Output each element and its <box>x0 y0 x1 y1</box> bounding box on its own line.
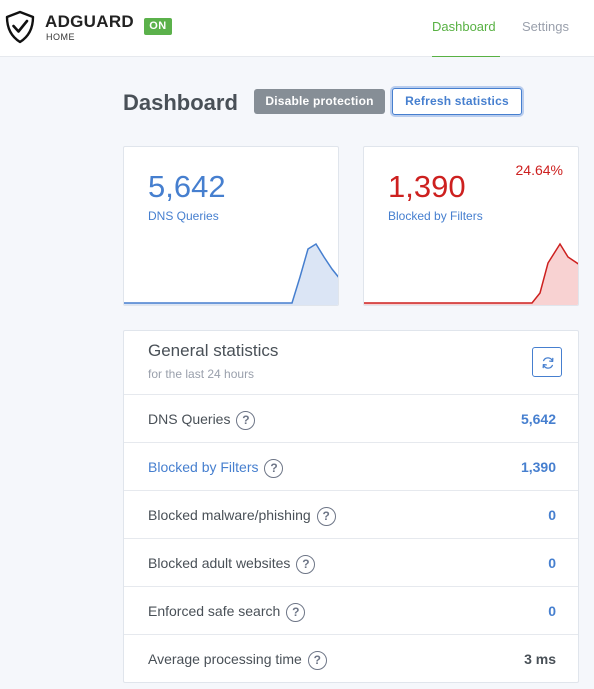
stat-label-text: Average processing time <box>148 651 302 667</box>
adguard-logo-icon[interactable] <box>4 10 36 44</box>
stat-label-text: DNS Queries <box>148 411 231 427</box>
help-icon[interactable]: ? <box>286 602 306 622</box>
stat-label: Blocked malware/phishing? <box>148 506 336 526</box>
general-statistics-subtitle: for the last 24 hours <box>148 367 255 381</box>
stat-row-safe-search: Enforced safe search? 0 <box>124 586 578 634</box>
dns-queries-sparkline <box>124 242 338 305</box>
blocked-percentage: 24.64% <box>515 162 563 178</box>
status-badge: ON <box>144 18 172 35</box>
refresh-statistics-button[interactable]: Refresh statistics <box>392 88 522 115</box>
stat-value: 0 <box>548 555 556 571</box>
stat-row-blocked-filters: Blocked by Filters? 1,390 <box>124 442 578 490</box>
stat-label: Blocked adult websites? <box>148 554 316 574</box>
dns-queries-card: 5,642 DNS Queries <box>123 146 339 306</box>
help-icon[interactable]: ? <box>316 506 336 526</box>
brand-subtitle: HOME <box>46 32 75 42</box>
blocked-filters-label: Blocked by Filters <box>388 209 483 223</box>
stat-row-dns-queries: DNS Queries? 5,642 <box>124 394 578 442</box>
stat-label: Blocked by Filters? <box>148 458 284 478</box>
stat-label: DNS Queries? <box>148 410 256 430</box>
stat-row-avg-processing-time: Average processing time? 3 ms <box>124 634 578 682</box>
top-header: ADGUARD HOME ON Dashboard Settings <box>0 0 594 57</box>
stat-label-text: Blocked malware/phishing <box>148 507 311 523</box>
stat-value: 1,390 <box>520 459 556 475</box>
help-icon[interactable]: ? <box>236 410 256 430</box>
stat-label-text: Blocked adult websites <box>148 555 291 571</box>
stat-value: 0 <box>548 603 556 619</box>
stat-row-blocked-adult: Blocked adult websites? 0 <box>124 538 578 586</box>
general-statistics-card: General statistics for the last 24 hours… <box>123 330 579 683</box>
dns-queries-label: DNS Queries <box>148 209 219 223</box>
stat-label-text: Enforced safe search <box>148 603 281 619</box>
page-title: Dashboard <box>123 90 238 115</box>
stat-label: Enforced safe search? <box>148 602 306 622</box>
general-statistics-title: General statistics <box>148 341 279 360</box>
help-icon[interactable]: ? <box>307 650 327 670</box>
blocked-filters-card: 1,390 Blocked by Filters 24.64% <box>363 146 579 306</box>
nav-settings[interactable]: Settings <box>522 19 569 34</box>
help-icon[interactable]: ? <box>296 554 316 574</box>
blocked-filters-count: 1,390 <box>388 169 466 204</box>
stat-label: Average processing time? <box>148 650 327 670</box>
general-statistics-refresh-button[interactable] <box>532 347 562 377</box>
brand-name: ADGUARD <box>45 12 134 31</box>
nav-dashboard[interactable]: Dashboard <box>432 19 496 34</box>
stat-value: 0 <box>548 507 556 523</box>
stat-value: 5,642 <box>520 411 556 427</box>
disable-protection-button[interactable]: Disable protection <box>254 89 385 114</box>
stat-value: 3 ms <box>524 651 556 667</box>
blocked-filters-sparkline <box>364 242 578 305</box>
stat-row-blocked-malware: Blocked malware/phishing? 0 <box>124 490 578 538</box>
help-icon[interactable]: ? <box>264 458 284 478</box>
refresh-icon <box>542 357 554 369</box>
stat-label-text[interactable]: Blocked by Filters <box>148 459 259 475</box>
nav-active-indicator <box>432 56 500 57</box>
dns-queries-count: 5,642 <box>148 169 226 204</box>
